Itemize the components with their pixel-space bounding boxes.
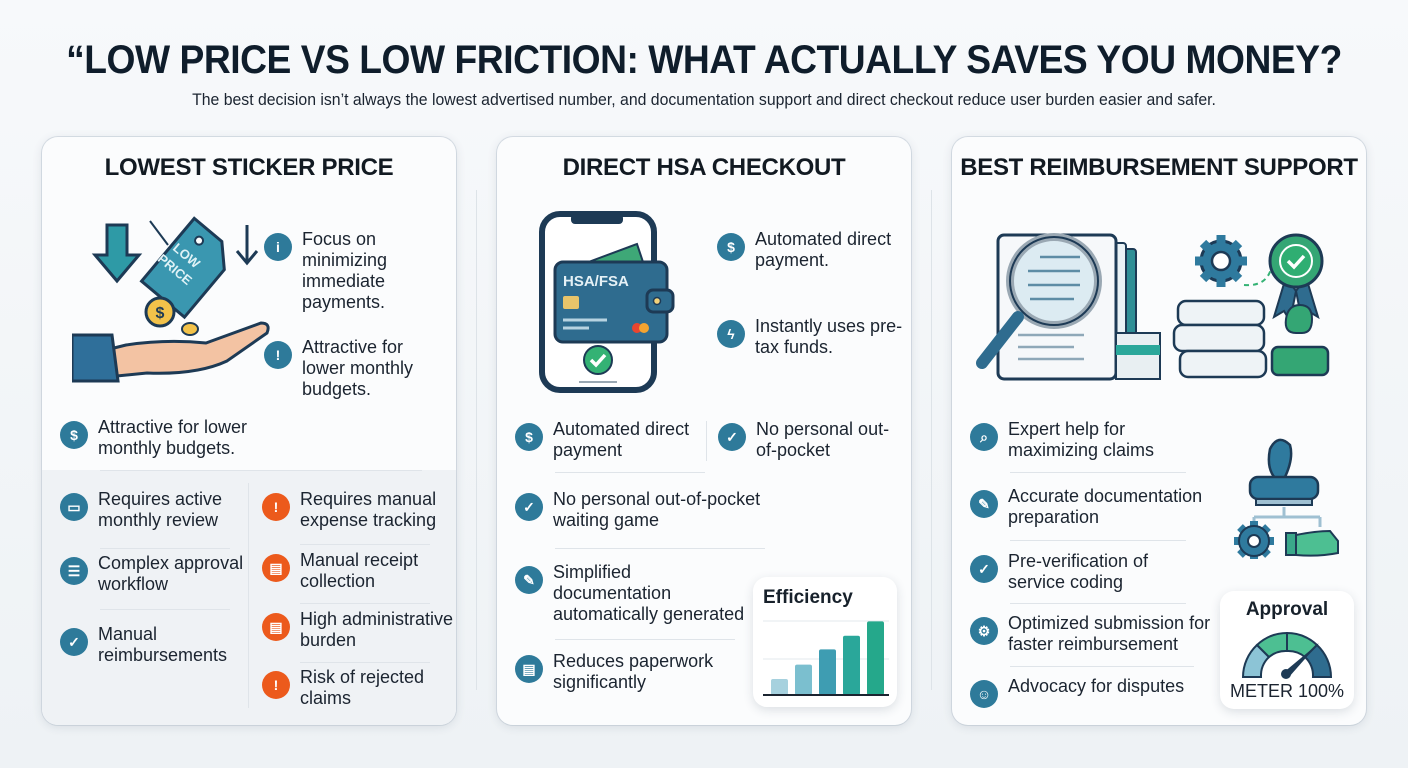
svg-text:$: $ — [156, 305, 165, 322]
list-item: ▤ Manual receipt collection — [262, 550, 456, 592]
magnifier-documents-gear-award-icon — [976, 233, 1330, 381]
exclamation-icon: ! — [262, 493, 290, 521]
phone-wallet-icon: HSA/FSA — [539, 211, 675, 393]
list-item: ! Requires manual expense tracking — [262, 489, 456, 531]
list-item: ☰ Complex approval workflow — [60, 553, 250, 595]
exclamation-icon: ! — [264, 341, 292, 369]
page-title: “LOW PRICE VS LOW FRICTION: WHAT ACTUALL… — [66, 38, 1342, 82]
stamp-gear-hand-icon — [1234, 438, 1339, 559]
lightning-icon: ϟ — [717, 320, 745, 348]
document-icon: ▤ — [515, 655, 543, 683]
approval-gauge-icon — [1241, 631, 1333, 679]
list-item: ! Risk of rejected claims — [262, 667, 456, 709]
list-item: ✓ No personal out-of-pocket waiting game — [515, 489, 775, 531]
document-edit-icon: ✎ — [515, 566, 543, 594]
efficiency-bar — [771, 679, 788, 695]
divider — [555, 472, 705, 473]
efficiency-bar — [819, 649, 836, 695]
drawbacks-panel — [42, 470, 456, 725]
divider — [100, 470, 422, 471]
info-icon: i — [264, 233, 292, 261]
list-item: $ Automated direct payment — [515, 419, 705, 461]
divider — [248, 483, 249, 708]
efficiency-bar — [843, 635, 860, 695]
check-icon: ✓ — [515, 493, 543, 521]
divider — [1010, 666, 1194, 667]
dollar-scan-icon: $ — [717, 233, 745, 261]
divider — [300, 662, 430, 663]
card-title: LOWEST STICKER PRICE — [104, 154, 394, 181]
gear-ring-icon: ⚙ — [970, 617, 998, 645]
check-icon: ✓ — [718, 423, 746, 451]
list-item: $ Automated direct payment. — [717, 229, 907, 271]
divider — [1010, 472, 1186, 473]
column-divider — [931, 190, 932, 690]
efficiency-bar-chart — [763, 620, 889, 696]
check-icon: ✓ — [970, 555, 998, 583]
list-item: i Focus on minimizing immediate payments… — [264, 229, 444, 313]
divider — [1010, 603, 1186, 604]
approval-meter-card: Approval METER 100% — [1220, 591, 1354, 709]
card-icon: ▭ — [60, 493, 88, 521]
divider — [300, 544, 430, 545]
search-icon: ⌕ — [970, 423, 998, 451]
exclamation-icon: ! — [262, 671, 290, 699]
list-item: ✓ No personal out-of-pocket — [718, 419, 908, 461]
divider — [555, 548, 765, 549]
page-subtitle: The best decision isn’t always the lowes… — [192, 90, 1216, 109]
divider — [100, 548, 230, 549]
hand-with-price-tag-icon: LOW PRICE $ — [72, 216, 270, 383]
column-divider — [476, 190, 477, 690]
card-direct-hsa-checkout: DIRECT HSA CHECKOUT HSA/FSA $ Automated … — [497, 137, 911, 725]
receipt-icon: ▤ — [262, 554, 290, 582]
divider — [706, 421, 707, 461]
card-title: DIRECT HSA CHECKOUT — [562, 154, 846, 181]
list-item: ! Attractive for lower monthly budgets. — [264, 337, 444, 400]
user-icon: ☺ — [970, 680, 998, 708]
list-item: ✎ Simplified documentation automatically… — [515, 562, 745, 625]
divider — [100, 609, 230, 610]
list-item: $ Attractive for lower monthly budgets. — [60, 417, 280, 459]
list-item: ✎ Accurate documentation preparation — [970, 486, 1210, 528]
list-item: ▤ High administrative burden — [262, 609, 456, 651]
card-lowest-sticker-price: LOWEST STICKER PRICE LOW PRICE $ i Focus… — [42, 137, 456, 725]
card-best-reimbursement-support: BEST REIMBURSEMENT SUPPORT — [952, 137, 1366, 725]
approval-meter-label: METER 100% — [1229, 681, 1345, 701]
divider — [555, 639, 735, 640]
list-item: ⚙ Optimized submission for faster reimbu… — [970, 613, 1220, 655]
badge-check-icon: ✓ — [60, 628, 88, 656]
divider — [1010, 540, 1186, 541]
list-item: ▤ Reduces paperwork significantly — [515, 651, 745, 693]
dollar-cycle-icon: $ — [515, 423, 543, 451]
efficiency-bar — [867, 621, 884, 695]
dollar-icon: $ — [60, 421, 88, 449]
divider — [300, 603, 430, 604]
efficiency-chart-card: Efficiency — [753, 577, 897, 707]
list-item: ▭ Requires active monthly review — [60, 489, 250, 531]
list-item: ☺ Advocacy for disputes — [970, 676, 1220, 708]
list-item: ϟ Instantly uses pre-tax funds. — [717, 316, 907, 358]
clipboard-icon: ▤ — [262, 613, 290, 641]
list-item: ✓ Pre-verification of service coding — [970, 551, 1200, 593]
list-item: ✓ Manual reimbursements — [60, 624, 250, 666]
document-edit-icon: ✎ — [970, 490, 998, 518]
clipboard-icon: ☰ — [60, 557, 88, 585]
efficiency-bar — [795, 664, 812, 695]
svg-text:HSA/FSA: HSA/FSA — [563, 273, 629, 290]
list-item: ⌕ Expert help for maximizing claims — [970, 419, 1200, 461]
card-title: BEST REIMBURSEMENT SUPPORT — [960, 154, 1358, 181]
